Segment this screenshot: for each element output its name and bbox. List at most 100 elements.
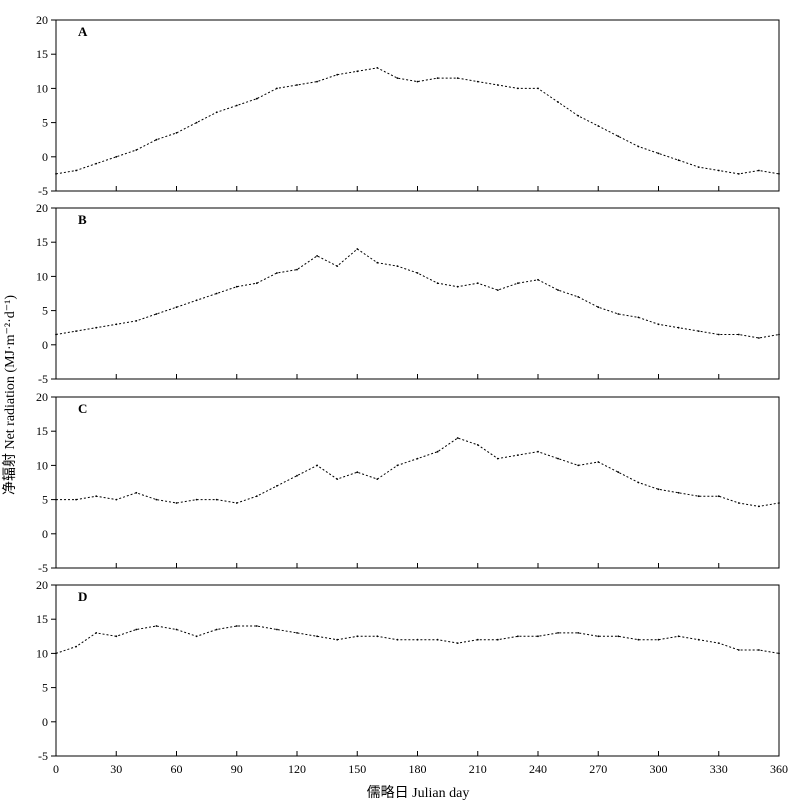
- plot-frame: [55, 584, 780, 757]
- data-point: [697, 495, 700, 498]
- data-point: [316, 635, 318, 638]
- data-point: [115, 498, 118, 501]
- data-point: [737, 649, 740, 651]
- data-point: [717, 495, 720, 498]
- data-point: [55, 173, 57, 175]
- net-radiation-line: [55, 67, 780, 175]
- data-point: [557, 457, 559, 460]
- data-point: [557, 289, 559, 291]
- data-point: [537, 635, 539, 638]
- data-point: [537, 450, 539, 453]
- data-point: [476, 638, 479, 641]
- data-point: [195, 635, 198, 638]
- data-point: [717, 333, 720, 336]
- data-point: [336, 73, 339, 76]
- data-point: [255, 97, 258, 100]
- data-point: [235, 502, 238, 504]
- x-tick-label: 360: [770, 762, 788, 776]
- x-tick-label: 90: [231, 762, 243, 776]
- y-tick-label: 5: [42, 681, 48, 695]
- panel-c: -5 0 5 10 15 20 C: [36, 390, 780, 575]
- data-point: [296, 268, 298, 271]
- data-point: [235, 625, 238, 627]
- data-point: [135, 320, 138, 322]
- x-tick-label: 60: [171, 762, 183, 776]
- data-point: [617, 635, 620, 638]
- panel-label: A: [78, 24, 88, 39]
- data-point: [115, 155, 118, 158]
- data-point: [155, 625, 158, 627]
- data-point: [737, 502, 740, 504]
- data-point: [155, 138, 158, 141]
- data-point: [356, 248, 359, 250]
- data-point: [597, 635, 600, 638]
- data-point: [95, 632, 98, 634]
- y-tick-label: -5: [38, 749, 48, 763]
- y-tick-label: 10: [36, 81, 48, 95]
- x-tick-label: 300: [650, 762, 668, 776]
- data-point: [276, 272, 278, 274]
- data-point: [356, 635, 359, 638]
- data-point: [697, 330, 700, 332]
- data-point: [758, 169, 760, 172]
- data-point: [657, 488, 660, 491]
- data-point: [255, 625, 258, 627]
- net-radiation-line: [55, 248, 780, 339]
- data-point: [316, 464, 318, 467]
- y-tick-label: 0: [42, 150, 48, 164]
- data-point: [677, 326, 680, 329]
- data-point: [778, 652, 780, 655]
- data-point: [677, 159, 680, 162]
- data-point: [456, 285, 459, 288]
- data-point: [496, 638, 499, 641]
- y-tick-label: 10: [36, 269, 48, 283]
- data-point: [657, 323, 660, 326]
- data-point: [276, 485, 278, 487]
- y-tick-label: 5: [42, 304, 48, 318]
- data-point: [577, 632, 580, 634]
- data-point: [778, 502, 780, 504]
- x-axis-title: 儒略日 Julian day: [367, 785, 470, 801]
- data-point: [75, 498, 77, 501]
- data-point: [195, 498, 198, 501]
- data-point: [55, 652, 57, 655]
- data-point: [255, 495, 258, 498]
- data-point: [95, 495, 98, 498]
- data-point: [617, 471, 620, 474]
- data-point: [336, 478, 339, 480]
- data-point: [175, 306, 178, 309]
- plot-frame: [55, 396, 780, 569]
- y-tick-label: 10: [36, 646, 48, 660]
- y-tick-label: 20: [36, 390, 48, 404]
- data-point: [155, 498, 158, 501]
- data-point: [657, 638, 660, 641]
- data-point: [175, 502, 178, 504]
- data-point: [215, 498, 218, 501]
- data-point: [356, 70, 359, 73]
- data-point: [155, 313, 158, 315]
- y-tick-label: 20: [36, 201, 48, 215]
- y-tick-label: 20: [36, 13, 48, 27]
- data-point: [737, 333, 740, 336]
- panel-label: C: [78, 401, 87, 416]
- data-point: [195, 299, 198, 302]
- panel-label: B: [78, 212, 87, 227]
- data-point: [697, 638, 700, 641]
- data-point: [778, 173, 780, 175]
- data-point: [758, 649, 760, 651]
- data-point: [778, 333, 780, 336]
- x-tick-label: 30: [110, 762, 122, 776]
- data-point: [677, 635, 680, 638]
- data-point: [336, 638, 339, 641]
- data-point: [476, 80, 479, 83]
- data-point: [115, 323, 118, 326]
- data-point: [496, 289, 499, 291]
- data-point: [416, 272, 419, 274]
- data-point: [617, 135, 620, 138]
- data-point: [737, 173, 740, 175]
- data-point: [396, 265, 399, 267]
- y-tick-label: 0: [42, 715, 48, 729]
- data-point: [637, 481, 640, 484]
- data-point: [496, 457, 499, 460]
- data-point: [215, 292, 218, 295]
